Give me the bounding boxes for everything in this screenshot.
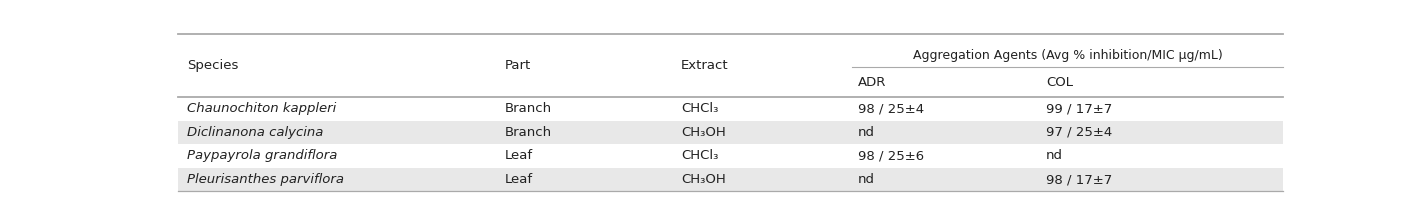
Text: CHCl₃: CHCl₃ bbox=[682, 149, 719, 163]
Text: nd: nd bbox=[1045, 149, 1062, 163]
Text: Aggregation Agents (Avg % inhibition/MIC μg/mL): Aggregation Agents (Avg % inhibition/MIC… bbox=[913, 49, 1222, 62]
Text: Diclinanona calycina: Diclinanona calycina bbox=[187, 126, 324, 139]
Text: Chaunochiton kappleri: Chaunochiton kappleri bbox=[187, 102, 337, 115]
Bar bbox=[178, 121, 1283, 144]
Text: COL: COL bbox=[1045, 76, 1072, 89]
Text: Species: Species bbox=[187, 59, 238, 72]
Text: 99 / 17±7: 99 / 17±7 bbox=[1045, 102, 1112, 115]
Bar bbox=[178, 168, 1283, 191]
Text: 98 / 25±4: 98 / 25±4 bbox=[858, 102, 924, 115]
Text: ADR: ADR bbox=[858, 76, 887, 89]
Text: Branch: Branch bbox=[505, 102, 552, 115]
Text: Extract: Extract bbox=[682, 59, 729, 72]
Text: CHCl₃: CHCl₃ bbox=[682, 102, 719, 115]
Text: Paypayrola grandiflora: Paypayrola grandiflora bbox=[187, 149, 338, 163]
Bar bbox=[178, 97, 1283, 121]
Text: Leaf: Leaf bbox=[505, 149, 532, 163]
Text: CH₃OH: CH₃OH bbox=[682, 126, 726, 139]
Text: nd: nd bbox=[858, 126, 876, 139]
Text: Leaf: Leaf bbox=[505, 173, 532, 186]
Bar bbox=[178, 144, 1283, 168]
Text: Part: Part bbox=[505, 59, 530, 72]
Text: Pleurisanthes parviflora: Pleurisanthes parviflora bbox=[187, 173, 344, 186]
Text: Branch: Branch bbox=[505, 126, 552, 139]
Text: CH₃OH: CH₃OH bbox=[682, 173, 726, 186]
Text: 98 / 25±6: 98 / 25±6 bbox=[858, 149, 924, 163]
Text: 98 / 17±7: 98 / 17±7 bbox=[1045, 173, 1112, 186]
Text: 97 / 25±4: 97 / 25±4 bbox=[1045, 126, 1112, 139]
Text: nd: nd bbox=[858, 173, 876, 186]
